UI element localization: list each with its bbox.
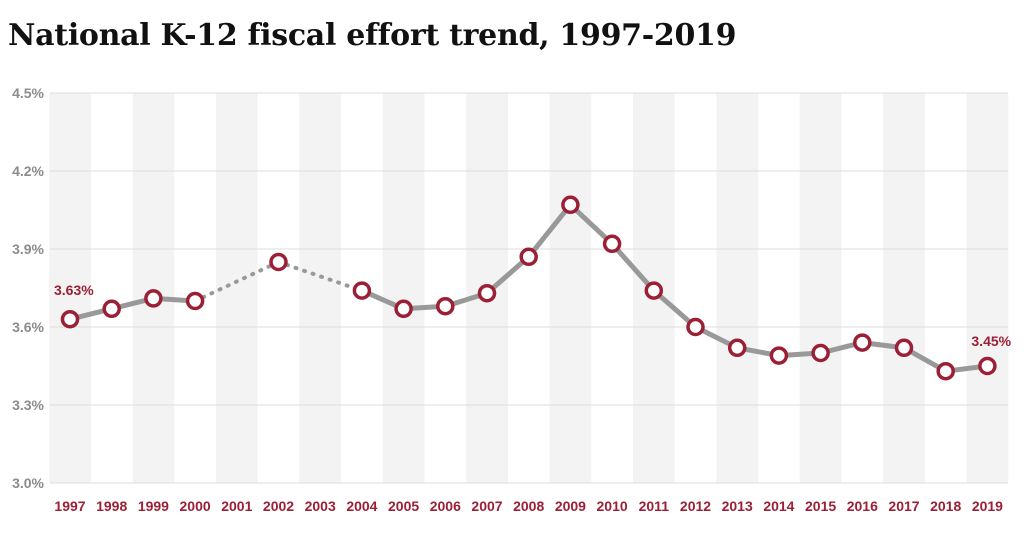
x-tick-label: 1998 [96,498,127,514]
x-tick-label: 2004 [346,498,377,514]
point-2008 [519,247,538,267]
band-2019 [966,93,1009,483]
x-tick-label: 2014 [763,498,794,514]
x-tick-label: 2008 [513,498,544,514]
series-markers [60,195,997,381]
series-segment-dotted [276,260,364,293]
x-tick-label: 2016 [847,498,878,514]
series-segment [567,202,615,247]
series-segment [526,202,573,260]
point-2000 [185,291,205,311]
y-tick-label: 3.3% [12,397,44,413]
y-tick-label: 3.6% [12,319,44,335]
point-2017 [894,338,914,358]
band-2017 [883,93,925,483]
gridlines [50,92,1008,484]
point-1999 [144,289,163,308]
band-2001 [215,93,258,483]
x-tick-label: 2015 [805,498,836,514]
data-labels: 3.63% 3.45% [54,282,1012,349]
point-2007 [477,283,497,303]
x-tick-label: 2005 [388,498,419,514]
x-tick-label: 2018 [930,498,961,514]
point-2012 [686,317,705,337]
series-segment-dotted [193,260,281,303]
data-label-2019: 3.45% [971,333,1011,349]
y-tick-label: 4.5% [12,85,44,101]
x-tick-label: 2007 [471,498,502,514]
x-tick-label: 2010 [597,498,628,514]
y-tick-label: 3.9% [12,241,44,257]
x-tick-label: 2000 [180,498,211,514]
series-lines [67,202,990,374]
point-2014 [769,346,789,365]
x-tick-label: 1999 [138,498,169,514]
column-bands [49,93,1009,483]
x-tick-label: 2012 [680,498,711,514]
point-2009 [561,195,580,215]
band-1997 [49,93,91,483]
band-2009 [549,93,592,483]
point-2015 [811,343,830,363]
point-2018 [936,361,955,381]
point-2006 [436,296,455,316]
series-segment [609,241,657,294]
y-tick-label: 4.2% [12,163,44,179]
point-2019 [978,356,997,376]
band-1999 [132,93,175,483]
data-label-1997: 3.63% [54,282,94,298]
band-2015 [799,93,842,483]
point-2016 [853,333,872,352]
point-1998 [102,299,121,319]
x-tick-label: 2009 [555,498,586,514]
chart-title: National K-12 fiscal effort trend, 1997-… [8,18,737,53]
point-2005 [394,299,413,319]
y-axis-ticks: 3.0% 3.3% 3.6% 3.9% 4.2% 4.5% [12,85,44,491]
x-tick-label: 2003 [305,498,336,514]
band-2003 [299,93,342,483]
point-2013 [727,338,747,358]
band-2013 [716,93,759,483]
band-2005 [382,93,425,483]
x-tick-label: 2001 [221,498,252,514]
x-tick-label: 2002 [263,498,294,514]
point-2011 [644,281,664,300]
x-tick-label: 2013 [722,498,753,514]
x-tick-label: 2011 [639,498,670,514]
point-2002 [269,252,288,272]
x-tick-label: 2006 [430,498,461,514]
x-tick-label: 1997 [54,498,85,514]
x-tick-label: 2019 [972,498,1003,514]
point-2004 [352,281,372,300]
y-tick-label: 3.0% [12,475,44,491]
x-tick-label: 2017 [888,498,919,514]
x-axis-ticks: 1997 1998 1999 2000 2001 2002 2003 2004 2005 2006… [54,498,1003,514]
point-1997 [60,309,80,329]
point-2010 [602,234,622,254]
